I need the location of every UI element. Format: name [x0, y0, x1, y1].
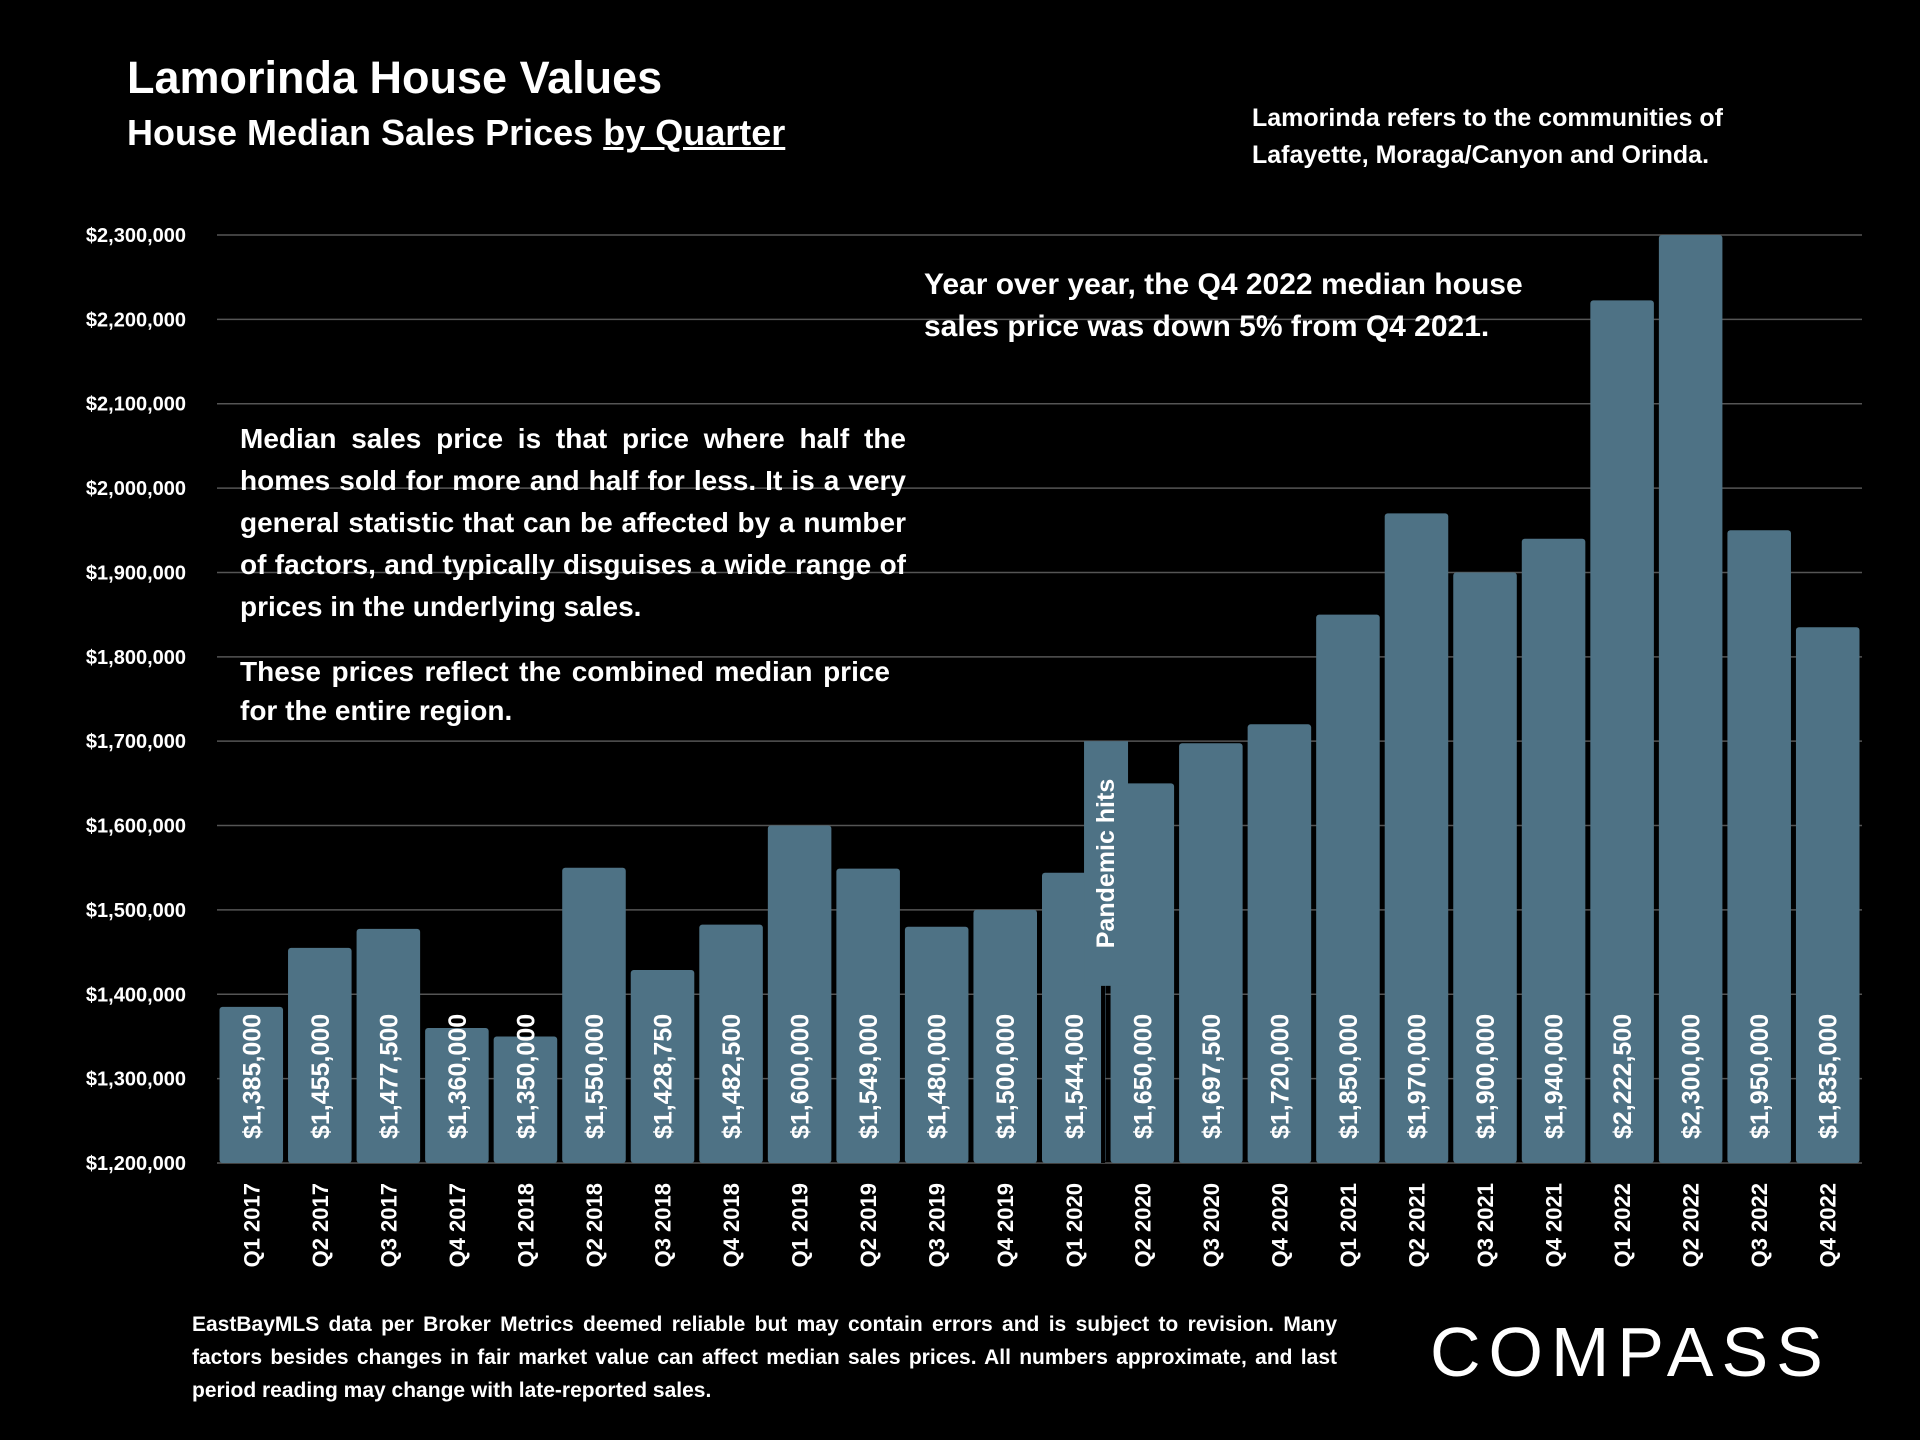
data-label: $1,385,000: [238, 1014, 266, 1139]
x-tick-label: Q2 2021: [1404, 1183, 1429, 1267]
bar: [1727, 530, 1791, 1163]
y-tick-label: $1,400,000: [86, 984, 186, 1006]
data-label: $1,697,500: [1198, 1014, 1226, 1139]
data-label: $1,477,500: [375, 1014, 403, 1139]
x-tick-label: Q4 2017: [445, 1183, 470, 1267]
region-note-line1: Lamorinda refers to the communities of: [1252, 104, 1723, 132]
x-tick-label: Q1 2021: [1336, 1183, 1361, 1267]
subtitle-main: House Median Sales Prices: [127, 112, 604, 153]
y-tick-label: $1,800,000: [86, 647, 186, 669]
data-label: $1,950,000: [1746, 1014, 1774, 1139]
y-tick-label: $1,300,000: [86, 1069, 186, 1091]
x-tick-label: Q3 2020: [1199, 1183, 1224, 1267]
yoy-callout: Year over year, the Q4 2022 median house…: [924, 264, 1644, 348]
data-label: $1,482,500: [718, 1014, 746, 1139]
data-label: $1,550,000: [581, 1014, 609, 1139]
data-label: $1,455,000: [307, 1014, 335, 1139]
bar: [630, 970, 695, 1163]
bar: [1384, 513, 1449, 1163]
footer-disclaimer: EastBayMLS data per Broker Metrics deeme…: [192, 1313, 1337, 1402]
x-tick-label: Q4 2020: [1267, 1183, 1292, 1267]
x-tick-label: Q1 2018: [513, 1183, 538, 1267]
y-tick-label: $1,600,000: [86, 816, 186, 838]
data-label: $2,222,500: [1609, 1014, 1637, 1139]
x-tick-label: Q1 2019: [788, 1183, 813, 1267]
data-label: $1,600,000: [787, 1014, 815, 1139]
bar: [836, 868, 900, 1163]
data-label: $1,350,000: [512, 1014, 540, 1139]
x-tick-label: Q1 2020: [1062, 1183, 1087, 1267]
chart-title: Lamorinda House Values: [127, 52, 663, 103]
data-label: $2,300,000: [1678, 1014, 1706, 1139]
x-tick-label: Q3 2019: [925, 1183, 950, 1267]
annotation-box: [1084, 741, 1129, 986]
bar: [1658, 235, 1723, 1163]
y-tick-label: $2,200,000: [86, 309, 186, 331]
x-tick-label: Q4 2018: [719, 1183, 744, 1267]
chart-subtitle: House Median Sales Prices by Quarter: [127, 112, 785, 154]
data-label: $1,650,000: [1129, 1014, 1157, 1139]
bar: [904, 926, 969, 1163]
data-label: $1,549,000: [855, 1014, 883, 1139]
y-tick-label: $1,700,000: [86, 731, 186, 753]
y-tick-label: $1,500,000: [86, 900, 186, 922]
x-tick-label: Q2 2019: [856, 1183, 881, 1267]
y-tick-label: $1,900,000: [86, 562, 186, 584]
pandemic-annotation: Pandemic hits: [1092, 779, 1120, 949]
compass-logo: COMPASS: [1430, 1313, 1831, 1391]
data-label: $1,720,000: [1266, 1014, 1294, 1139]
bar: [1590, 300, 1654, 1163]
data-label: $1,970,000: [1403, 1014, 1431, 1139]
y-tick-label: $2,100,000: [86, 394, 186, 416]
yoy-callout-line2: sales price was down 5% from Q4 2021.: [924, 310, 1490, 343]
bar: [1247, 724, 1312, 1163]
bar: [288, 947, 352, 1163]
data-label: $1,850,000: [1335, 1014, 1363, 1139]
x-tick-label: Q2 2018: [582, 1183, 607, 1267]
x-tick-label: Q1 2017: [239, 1183, 264, 1267]
x-tick-label: Q4 2019: [993, 1183, 1018, 1267]
data-label: $1,428,750: [650, 1014, 678, 1139]
bar: [493, 1036, 558, 1163]
bar: [699, 924, 763, 1163]
bar: [425, 1028, 489, 1163]
bar: [219, 1006, 284, 1163]
data-label: $1,900,000: [1472, 1014, 1500, 1139]
bar: [1179, 743, 1243, 1163]
y-tick-label: $1,200,000: [86, 1153, 186, 1175]
y-tick-label: $2,000,000: [86, 478, 186, 500]
bar: [973, 909, 1037, 1163]
x-tick-label: Q4 2021: [1542, 1183, 1567, 1267]
x-tick-label: Q3 2017: [376, 1183, 401, 1267]
bar: [1795, 627, 1860, 1163]
data-label: $1,835,000: [1815, 1014, 1843, 1139]
data-label: $1,500,000: [992, 1014, 1020, 1139]
bar: [767, 825, 832, 1163]
median-explanation: Median sales price is that price where h…: [240, 423, 906, 622]
x-tick-label: Q2 2020: [1130, 1183, 1155, 1267]
x-tick-label: Q2 2017: [308, 1183, 333, 1267]
x-tick-label: Q3 2018: [651, 1183, 676, 1267]
bar: [1316, 614, 1380, 1163]
region-note-line2: Lafayette, Moraga/Canyon and Orinda.: [1252, 141, 1710, 169]
region-note: Lamorinda refers to the communities of L…: [1252, 100, 1812, 174]
bar: [1453, 572, 1517, 1163]
x-tick-label: Q2 2022: [1679, 1183, 1704, 1267]
x-tick-label: Q3 2022: [1747, 1183, 1772, 1267]
region-explanation: These prices reflect the combined median…: [240, 656, 890, 726]
bar: [1521, 538, 1586, 1163]
x-tick-label: Q1 2022: [1610, 1183, 1635, 1267]
subtitle-underlined: by Quarter: [603, 112, 786, 153]
data-label: $1,360,000: [444, 1014, 472, 1139]
data-label: $1,940,000: [1541, 1014, 1569, 1139]
data-label: $1,544,000: [1061, 1014, 1089, 1139]
bar: [562, 867, 626, 1163]
x-tick-label: Q3 2021: [1473, 1183, 1498, 1267]
y-tick-label: $2,300,000: [86, 225, 186, 247]
x-tick-label: Q4 2022: [1816, 1183, 1841, 1267]
data-label: $1,480,000: [924, 1014, 952, 1139]
bar: [356, 928, 421, 1163]
yoy-callout-line1: Year over year, the Q4 2022 median house: [924, 268, 1523, 301]
